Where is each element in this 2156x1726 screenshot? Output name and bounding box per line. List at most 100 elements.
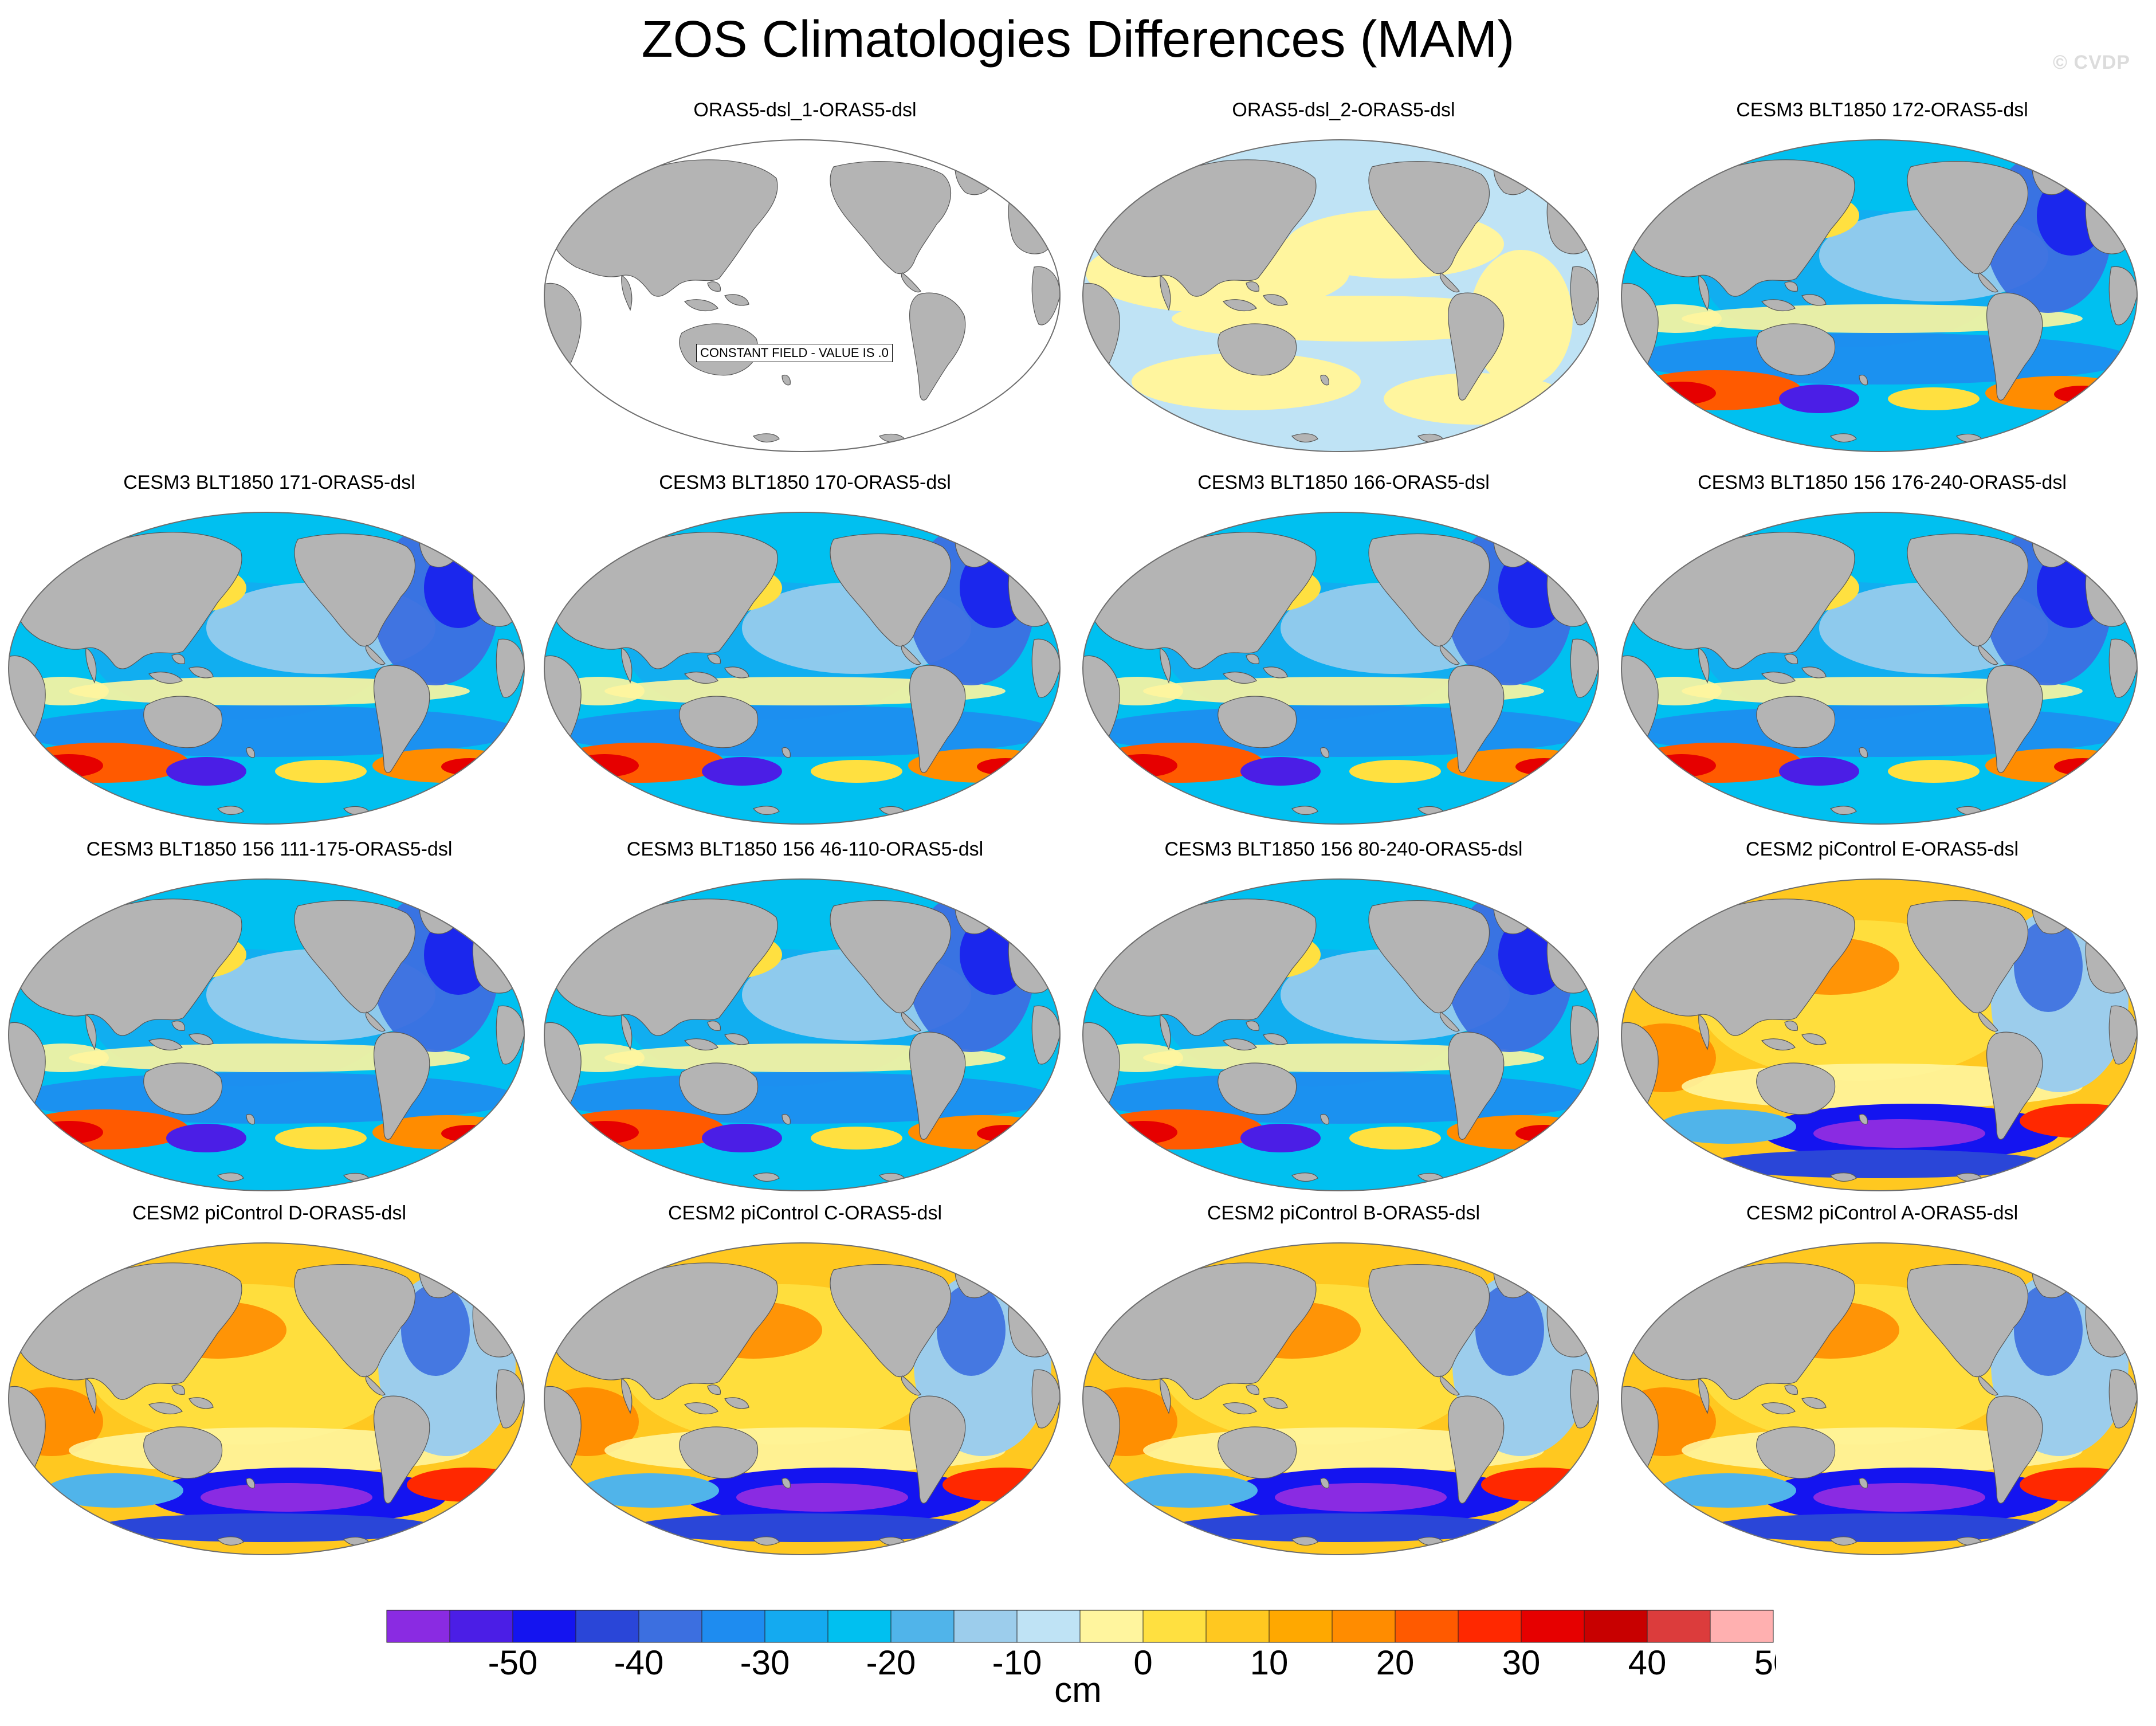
world-map [1082, 1242, 1600, 1555]
field-anomaly-region [1481, 1468, 1599, 1502]
field-anomaly-region [570, 754, 639, 777]
colorbar-tick-label: -50 [488, 1643, 538, 1676]
map-panel: CESM3 BLT1850 172-ORAS5-dsl [1613, 97, 2151, 476]
panel-title: CESM3 BLT1850 156 111-175-ORAS5-dsl [86, 838, 453, 860]
field-anomaly-region [2014, 1284, 2083, 1376]
field-anomaly-region [441, 1125, 498, 1142]
field-anomaly-region [34, 754, 103, 777]
panel-title: CESM3 BLT1850 171-ORAS5-dsl [123, 472, 415, 493]
map-boundary [543, 878, 1061, 1191]
sea-level-field [544, 1243, 1060, 1555]
field-anomaly-region [1888, 760, 1980, 783]
continents [1621, 158, 2137, 443]
colorbar-tick-label: 50 [1754, 1643, 1776, 1676]
field-anomaly-region [811, 760, 902, 783]
colorbar: -50 -40 -30 -20 -10 0 10 20 30 40 50 [386, 1610, 1776, 1676]
field-anomaly-region [95, 1513, 438, 1542]
map-boundary [543, 139, 1061, 452]
world-map [7, 512, 525, 825]
panel-title: CESM3 BLT1850 172-ORAS5-dsl [1736, 99, 2028, 121]
colorbar-tick-label: 40 [1628, 1643, 1667, 1676]
colorbar-tick-label: -20 [866, 1643, 916, 1676]
field-anomaly-region [1813, 1483, 1985, 1512]
continents [9, 897, 524, 1182]
sea-level-field [1083, 512, 1599, 824]
field-anomaly-region [1349, 760, 1441, 783]
field-anomaly-region [1813, 1119, 1985, 1148]
map-panel: CESM3 BLT1850 171-ORAS5-dsl [0, 470, 539, 848]
field-anomaly-region [17, 743, 189, 783]
map-boundary [1620, 139, 2138, 452]
field-anomaly-region [1109, 754, 1177, 777]
colorbar-bin [386, 1610, 450, 1643]
panel-title: CESM3 BLT1850 166-ORAS5-dsl [1197, 472, 1490, 493]
map-panel: CESM2 piControl A-ORAS5-dsl [1613, 1201, 2151, 1579]
colorbar-bin [701, 1610, 765, 1643]
panel-title: CESM3 BLT1850 170-ORAS5-dsl [659, 472, 951, 493]
colorbar-unit-label: cm [1054, 1670, 1102, 1710]
map-boundary [1620, 1242, 2138, 1555]
colorbar-bin [1521, 1610, 1585, 1643]
map-panel: ORAS5-dsl_1-ORAS5-dsl CONSTANT FIELD - V… [536, 97, 1074, 476]
map-boundary [1082, 1242, 1600, 1555]
panel-title: CESM2 piControl B-ORAS5-dsl [1207, 1202, 1480, 1224]
map-boundary [1082, 512, 1600, 825]
field-anomaly-region [811, 1127, 902, 1150]
map-boundary [1620, 878, 2138, 1191]
map-boundary [1082, 878, 1600, 1191]
panel-title: CESM3 BLT1850 156 176-240-ORAS5-dsl [1698, 472, 2067, 493]
field-anomaly-region [2020, 1468, 2137, 1502]
panel-title: CESM2 piControl C-ORAS5-dsl [667, 1202, 942, 1224]
colorbar-bin [764, 1610, 828, 1643]
field-anomaly-region [702, 757, 782, 786]
colorbar-bin [1142, 1610, 1207, 1643]
colorbar-tick-label: -40 [614, 1643, 664, 1676]
field-anomaly-region [275, 1127, 367, 1150]
field-anomaly-region [1132, 353, 1361, 410]
world-map [7, 878, 525, 1191]
world-map [1082, 512, 1600, 825]
field-anomaly-region [1109, 1121, 1177, 1144]
sea-level-field [1083, 879, 1599, 1191]
panel-title: CESM3 BLT1850 156 46-110-ORAS5-dsl [626, 838, 984, 860]
field-anomaly-region [275, 760, 367, 783]
colorbar-bin [890, 1610, 955, 1643]
field-anomaly-region [1630, 370, 1802, 410]
field-anomaly-region [441, 758, 498, 775]
map-panel: CESM2 piControl C-ORAS5-dsl [536, 1201, 1074, 1579]
field-anomaly-region [553, 1109, 725, 1150]
field-anomaly-region [1707, 413, 2051, 442]
field-anomaly-region [1120, 1473, 1258, 1508]
sea-level-field [9, 1243, 524, 1555]
continents [1083, 1261, 1599, 1546]
field-anomaly-region [630, 1152, 974, 1181]
colorbar-bin [1205, 1610, 1270, 1643]
colorbar-bin [1395, 1610, 1459, 1643]
world-map [543, 512, 1061, 825]
colorbar-tick-label: 30 [1502, 1643, 1541, 1676]
sea-level-field [1621, 1243, 2137, 1555]
map-panel: CESM2 piControl D-ORAS5-dsl [0, 1201, 539, 1579]
field-anomaly-region [17, 1109, 189, 1150]
field-anomaly-region [1091, 1109, 1263, 1150]
colorbar-bin [1269, 1610, 1333, 1643]
colorbar-bin [953, 1610, 1018, 1643]
world-map [543, 139, 1061, 452]
world-map [1620, 878, 2138, 1191]
colorbar-tick-label: -30 [740, 1643, 790, 1676]
field-anomaly-region [1475, 1284, 1544, 1376]
field-anomaly-region [977, 1125, 1034, 1142]
field-anomaly-region [1659, 1473, 1796, 1508]
field-anomaly-region [702, 1124, 782, 1152]
colorbar-bin [449, 1610, 513, 1643]
colorbar-tick-label: 0 [1133, 1643, 1152, 1676]
field-anomaly-region [46, 1473, 183, 1508]
panel-title: ORAS5-dsl_1-ORAS5-dsl [693, 99, 917, 121]
colorbar-bin [1332, 1610, 1396, 1643]
field-anomaly-region [630, 1513, 974, 1542]
field-anomaly-region [1515, 1125, 1573, 1142]
field-anomaly-region [95, 1152, 438, 1181]
constant-field-label: CONSTANT FIELD - VALUE IS .0 [696, 344, 893, 362]
world-map [1620, 512, 2138, 825]
world-map [1620, 1242, 2138, 1555]
